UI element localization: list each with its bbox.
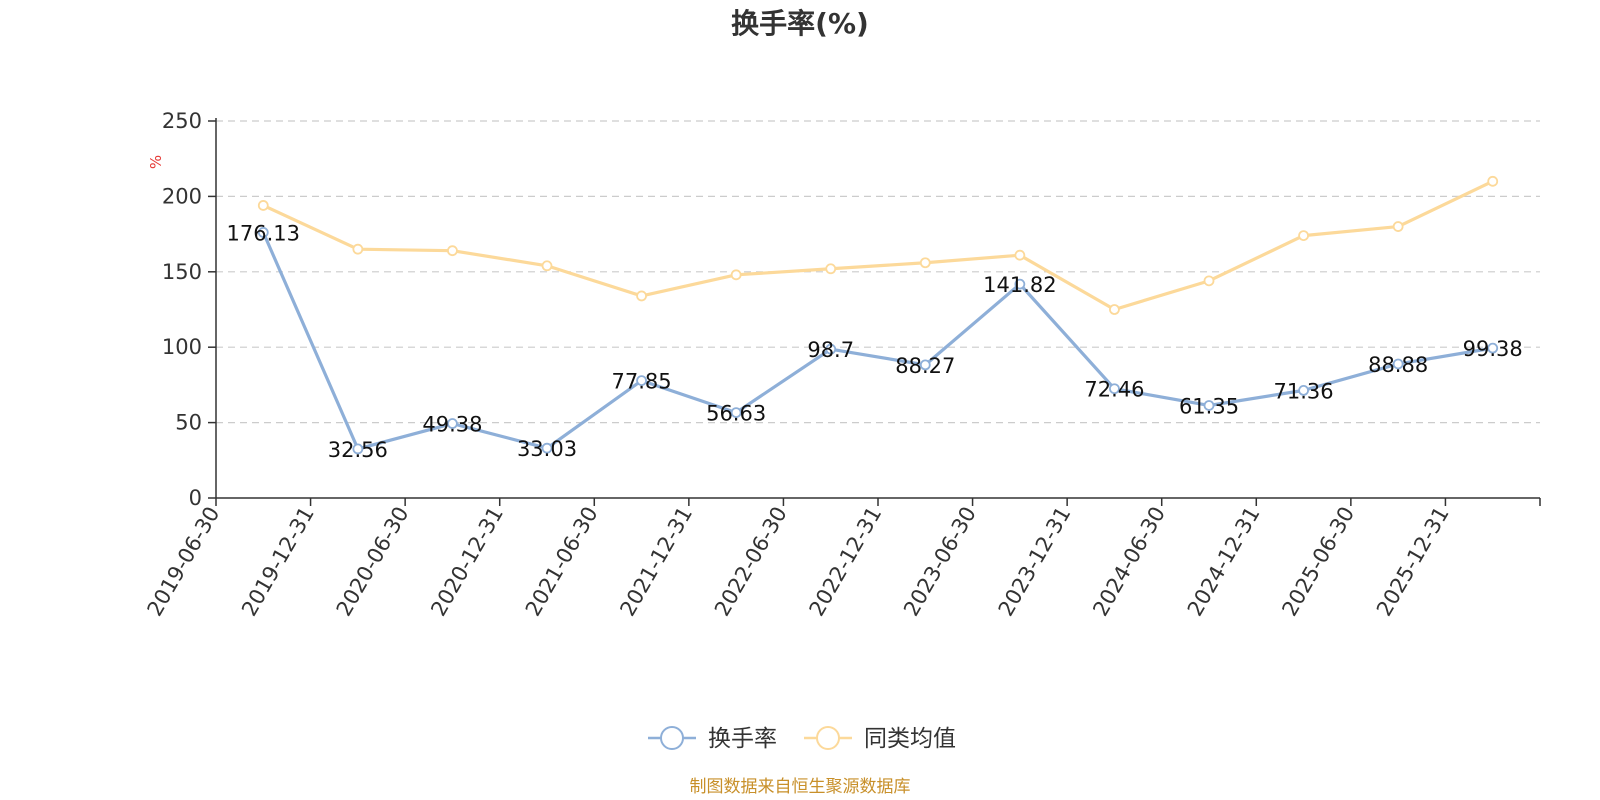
data-point[interactable] xyxy=(257,200,269,211)
data-point[interactable] xyxy=(257,226,269,238)
y-tick-label: 0 xyxy=(189,486,202,510)
x-tick-label: 2021-12-31 xyxy=(615,503,697,621)
legend-item[interactable]: 同类均值 xyxy=(804,726,956,752)
data-point[interactable] xyxy=(1392,358,1404,370)
data-point[interactable] xyxy=(1203,400,1215,411)
data-label: 88.27 xyxy=(895,354,955,378)
data-point[interactable] xyxy=(352,243,364,255)
legend-marker-icon xyxy=(816,726,840,750)
y-tick-label: 100 xyxy=(162,335,202,359)
data-point[interactable] xyxy=(636,375,647,387)
x-tick-label: 2023-12-31 xyxy=(994,503,1076,621)
chart-title: 换手率(%) xyxy=(731,7,869,40)
x-tick-label: 2022-06-30 xyxy=(710,503,792,621)
y-tick-label: 50 xyxy=(175,411,202,435)
data-point[interactable] xyxy=(1014,278,1026,290)
legend-label: 同类均值 xyxy=(864,726,956,752)
x-tick-label: 2020-12-31 xyxy=(426,503,508,621)
data-point[interactable] xyxy=(825,343,837,355)
data-point[interactable] xyxy=(1109,383,1120,395)
data-label: 141.82 xyxy=(983,273,1056,297)
data-point[interactable] xyxy=(636,290,647,302)
data-point[interactable] xyxy=(919,257,931,269)
data-point[interactable] xyxy=(447,245,458,257)
x-tick-label: 2020-06-30 xyxy=(332,503,414,621)
data-point[interactable] xyxy=(1487,175,1499,187)
legend-label: 换手率 xyxy=(708,726,777,752)
data-label: 72.46 xyxy=(1084,378,1144,402)
legend[interactable]: 换手率 同类均值 xyxy=(648,726,956,752)
data-point[interactable] xyxy=(730,407,742,419)
gridlines xyxy=(216,120,1540,424)
data-label: 49.38 xyxy=(422,413,482,437)
data-label: 88.88 xyxy=(1368,353,1428,377)
data-label: 176.13 xyxy=(227,221,300,245)
y-tick-label: 150 xyxy=(162,260,202,284)
series-line xyxy=(261,231,1493,451)
x-tick-label: 2025-12-31 xyxy=(1372,503,1454,621)
data-point[interactable] xyxy=(1203,275,1215,287)
series-layer xyxy=(257,175,1499,455)
data-point[interactable] xyxy=(541,260,553,272)
data-label: 32.56 xyxy=(328,438,388,462)
data-point[interactable] xyxy=(730,269,742,281)
data-point[interactable] xyxy=(1298,384,1309,396)
data-point[interactable] xyxy=(1014,249,1026,261)
y-tick-label: 250 xyxy=(162,109,202,133)
data-label: 98.7 xyxy=(807,338,854,362)
data-label: 56.63 xyxy=(706,402,766,426)
source-note: 制图数据来自恒生聚源数据库 xyxy=(690,777,911,797)
y-tick-label: 200 xyxy=(162,184,202,208)
data-label: 61.35 xyxy=(1179,394,1239,418)
data-label: 77.85 xyxy=(612,370,672,394)
data-point[interactable] xyxy=(1392,221,1404,232)
x-tick-label: 2019-06-30 xyxy=(143,503,225,621)
x-tick-label: 2024-06-30 xyxy=(1088,503,1170,621)
x-tick-label: 2022-12-31 xyxy=(805,503,887,621)
x-tick-label: 2021-06-30 xyxy=(521,503,603,621)
data-point[interactable] xyxy=(1487,342,1499,354)
legend-marker-icon xyxy=(660,726,684,750)
data-label: 33.03 xyxy=(517,437,577,461)
data-point[interactable] xyxy=(541,442,553,454)
data-point[interactable] xyxy=(352,443,364,455)
data-point[interactable] xyxy=(447,418,458,429)
data-label: 71.36 xyxy=(1274,379,1334,403)
data-labels: 176.13 32.56 49.38 33.03 77.85 56.63 98.7 88.27… xyxy=(227,221,1523,462)
data-point[interactable] xyxy=(1109,304,1120,315)
x-tick-label: 2025-06-30 xyxy=(1277,503,1359,621)
x-tick-label: 2024-12-31 xyxy=(1183,503,1265,621)
legend-item[interactable]: 换手率 xyxy=(648,726,777,752)
data-point[interactable] xyxy=(825,263,837,275)
data-label: 99.38 xyxy=(1463,337,1523,361)
x-tick-label: 2023-06-30 xyxy=(899,503,981,621)
series-line xyxy=(262,179,1494,312)
data-point[interactable] xyxy=(1298,230,1309,242)
data-point[interactable] xyxy=(919,359,931,371)
x-tick-label: 2019-12-31 xyxy=(237,503,319,621)
y-axis-label: % xyxy=(147,155,165,169)
